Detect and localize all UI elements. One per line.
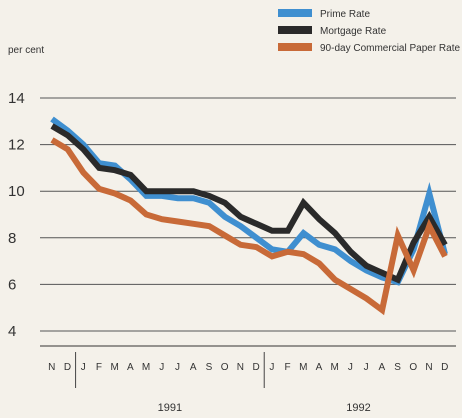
year-label: 1991 [158, 402, 182, 414]
x-tick-label: M [299, 362, 308, 373]
x-tick-label: O [409, 362, 417, 373]
x-tick-label: F [96, 362, 103, 373]
x-tick-label: J [348, 362, 354, 373]
legend-swatch [278, 9, 312, 17]
x-tick-label: S [394, 362, 401, 373]
x-tick-label: M [110, 362, 119, 373]
y-tick-label: 12 [8, 137, 25, 154]
x-tick-label: A [190, 362, 197, 373]
y-tick-label: 8 [8, 230, 16, 247]
x-tick-label: D [441, 362, 449, 373]
chart-gridlines [40, 97, 456, 332]
x-tick-label: F [284, 362, 291, 373]
legend-label: Mortgage Rate [320, 26, 387, 37]
series-line [50, 123, 448, 284]
chart-series [50, 116, 448, 316]
series-line [50, 116, 448, 286]
year-label: 1992 [346, 402, 370, 414]
legend-swatch [278, 26, 312, 34]
y-axis: 4 6 8 10 12 14 [8, 90, 25, 340]
y-tick-label: 4 [8, 323, 16, 340]
legend-label: 90-day Commercial Paper Rate [320, 43, 460, 54]
x-tick-label: N [237, 362, 245, 373]
x-tick-label: J [175, 362, 181, 373]
x-tick-label: J [159, 362, 165, 373]
y-axis-unit-label: per cent [8, 45, 44, 56]
y-tick-label: 14 [8, 90, 25, 107]
y-tick-label: 6 [8, 276, 16, 293]
x-tick-label: A [127, 362, 134, 373]
x-tick-label: M [142, 362, 151, 373]
x-tick-label: A [316, 362, 323, 373]
x-tick-label: D [252, 362, 260, 373]
legend-swatch [278, 43, 312, 51]
x-tick-label: J [269, 362, 275, 373]
x-tick-label: N [425, 362, 433, 373]
x-tick-label: N [48, 362, 56, 373]
x-tick-label: M [331, 362, 340, 373]
chart-legend: Prime Rate Mortgage Rate 90-day Commercial… [278, 9, 460, 54]
x-tick-label: D [64, 362, 72, 373]
series-line [50, 137, 448, 316]
legend-label: Prime Rate [320, 9, 370, 20]
x-tick-label: J [81, 362, 87, 373]
x-tick-label: O [221, 362, 229, 373]
y-tick-label: 10 [8, 183, 25, 200]
x-tick-label: J [364, 362, 370, 373]
x-tick-label: S [206, 362, 213, 373]
x-tick-label: A [379, 362, 386, 373]
